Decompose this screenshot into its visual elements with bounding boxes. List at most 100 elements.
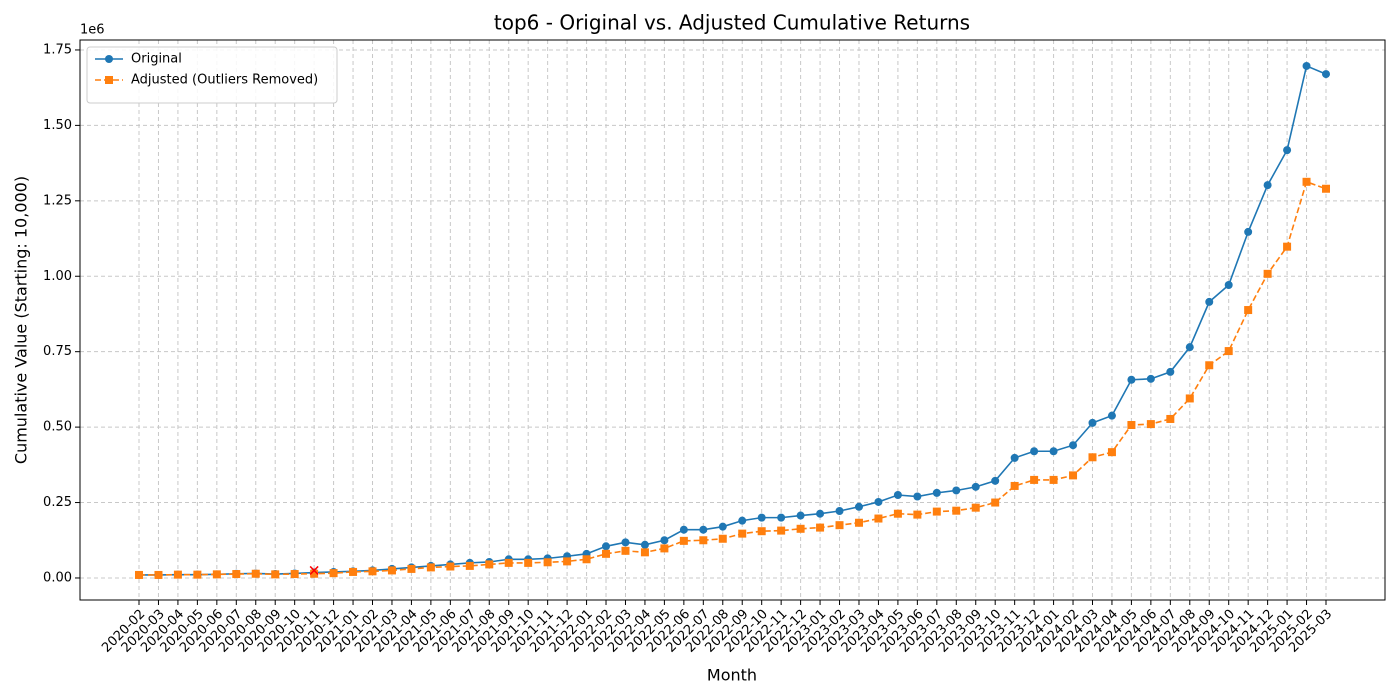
x-axis-label: Month (707, 666, 757, 685)
series-marker (446, 562, 455, 571)
legend: Original Adjusted (Outliers Removed) (86, 46, 338, 104)
series-marker (913, 510, 922, 519)
legend-marker (105, 76, 113, 84)
series-marker (913, 492, 922, 501)
series-marker (1010, 481, 1019, 490)
series-marker (952, 506, 961, 515)
series-marker (1127, 421, 1136, 429)
series-marker (1224, 281, 1233, 289)
series-marker (971, 482, 980, 491)
series-marker (738, 516, 747, 525)
series-marker (777, 526, 786, 535)
series-marker (310, 569, 319, 578)
series-marker (816, 509, 825, 518)
series-marker (1205, 361, 1214, 370)
series-marker (1322, 184, 1330, 193)
y-tick-label: 0.75 (43, 344, 72, 359)
series-marker (407, 564, 416, 573)
series-marker (1185, 394, 1194, 403)
series-marker (582, 555, 591, 564)
series-marker (718, 534, 727, 543)
series-line (139, 64, 1327, 576)
series-marker (602, 542, 611, 551)
series-marker (971, 503, 980, 512)
series-marker (1185, 343, 1194, 352)
series-marker (796, 524, 805, 533)
series-marker (1302, 61, 1311, 70)
series-marker (465, 561, 474, 570)
y-tick-label: 1.00 (43, 269, 72, 284)
series-marker (232, 570, 241, 579)
series-marker (1166, 367, 1175, 376)
series-marker (1146, 420, 1155, 429)
series-marker (621, 546, 630, 555)
series-marker (1088, 453, 1097, 462)
series-marker (640, 548, 649, 557)
series-marker (1263, 181, 1272, 190)
series-marker (1107, 411, 1116, 420)
series-marker (135, 570, 143, 579)
series-marker (1322, 70, 1330, 79)
series-marker (1205, 297, 1214, 306)
series-line (139, 180, 1327, 576)
series-marker (932, 488, 941, 497)
series-marker (251, 569, 260, 578)
series-marker (329, 569, 338, 578)
series-marker (1030, 447, 1039, 456)
series-marker (699, 536, 708, 545)
series-marker (602, 549, 611, 558)
series-marker (349, 567, 358, 576)
series-marker (932, 507, 941, 516)
y-offset-label: 1e6 (80, 23, 105, 38)
series-marker (1263, 269, 1272, 278)
series-marker (1244, 306, 1253, 315)
series-marker (991, 498, 1000, 507)
plot-frame (79, 39, 1386, 601)
series-marker (1166, 414, 1175, 423)
series-marker (757, 513, 766, 522)
series-marker (874, 514, 883, 523)
legend-box (86, 46, 338, 104)
series-marker (524, 558, 533, 567)
y-tick-label: 1.75 (43, 42, 72, 57)
series-marker (854, 518, 863, 527)
series-marker (1146, 374, 1155, 383)
series-marker (816, 523, 825, 532)
outlier-marker (309, 565, 319, 575)
series-marker (368, 567, 377, 576)
series-marker (660, 536, 669, 545)
series-marker (796, 511, 805, 520)
y-tick-label: 0.50 (43, 420, 72, 435)
series-marker (271, 570, 280, 579)
y-tick-label: 0.25 (43, 495, 72, 510)
legend-label: Original (131, 52, 182, 67)
series-marker (757, 527, 766, 536)
series-marker (1049, 447, 1058, 456)
series-marker (543, 558, 552, 567)
series-marker (154, 570, 163, 579)
series-marker (835, 506, 844, 515)
series-marker (485, 560, 494, 569)
series-marker (1030, 475, 1039, 484)
series-marker (777, 513, 786, 522)
series-marker (563, 557, 572, 566)
series-marker (1049, 475, 1058, 484)
series-marker (1088, 418, 1097, 427)
series-marker (212, 570, 221, 579)
series-marker (893, 491, 902, 499)
series-marker (874, 497, 883, 506)
chart-title: top6 - Original vs. Adjusted Cumulative … (494, 11, 970, 35)
series-marker (835, 521, 844, 530)
series-marker (173, 570, 182, 579)
y-tick-label: 1.50 (43, 118, 72, 133)
series-marker (290, 570, 299, 579)
series-marker (679, 525, 688, 534)
series-marker (504, 558, 513, 567)
series-marker (1283, 146, 1292, 155)
series-marker (1302, 177, 1311, 186)
y-axis-label: Cumulative Value (Starting: 10,000) (12, 176, 31, 464)
series-marker (718, 522, 727, 531)
series-marker (1127, 375, 1136, 384)
y-tick-label: 1.25 (43, 193, 72, 208)
